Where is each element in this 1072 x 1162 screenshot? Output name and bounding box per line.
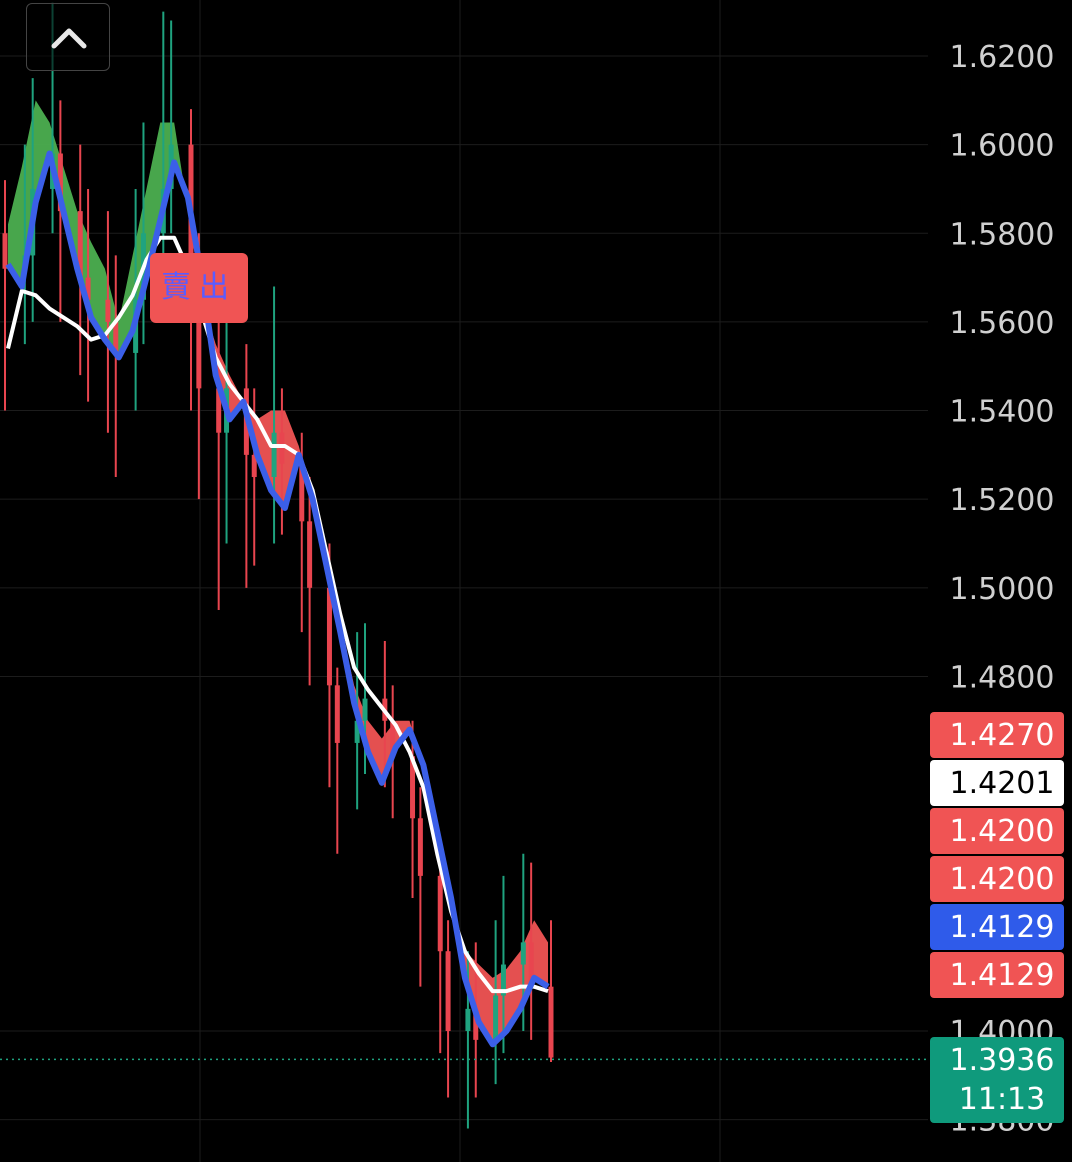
candle-body [57,153,63,212]
countdown-label: 11:13 [959,1082,1045,1117]
candle-body [307,521,313,588]
price-badge-label: 1.4201 [950,766,1055,801]
candle-body [271,432,277,478]
candle-body [216,388,222,433]
candle-body [362,698,368,721]
candle-body [493,995,499,1040]
last-price-label: 1.3936 [950,1043,1055,1078]
price-badge-label: 1.4129 [950,910,1055,945]
sell-signal-tag: 賣出 [150,253,248,323]
candle-body [548,986,554,1058]
y-tick-label: 1.6000 [950,129,1055,164]
candle-body [113,321,119,353]
candle-body [251,454,257,478]
chevron-up-icon [51,28,87,49]
candle-body [279,432,285,464]
price-badge-label: 1.4200 [950,862,1055,897]
candle-body [105,299,111,322]
candle-body [2,233,8,269]
y-tick-label: 1.5000 [950,572,1055,607]
y-tick-label: 1.5600 [950,306,1055,341]
price-badge-label: 1.4270 [950,718,1055,753]
price-badge [930,904,1064,950]
candle-body [417,818,423,876]
candle-body [85,277,91,300]
candle-body [437,875,443,952]
y-tick-label: 1.4800 [950,660,1055,695]
y-tick-label: 1.5400 [950,395,1055,430]
collapse-button[interactable] [26,3,110,71]
candle-body [528,942,534,987]
price-badge [930,808,1064,854]
band-down [188,197,548,1045]
price-badge [930,952,1064,998]
price-badge-label: 1.4129 [950,958,1055,993]
candle-body [410,756,416,819]
price-badge [930,712,1064,758]
candle-body [500,964,506,996]
candle-body [520,942,526,965]
candle-body [445,951,451,1031]
price-badge [930,856,1064,902]
candle-body [334,685,340,743]
y-tick-label: 1.6200 [950,40,1055,75]
y-tick-label: 1.5200 [950,483,1055,518]
candle-body [473,1008,479,1040]
candle-body [326,587,332,686]
price-badge-label: 1.4200 [950,814,1055,849]
price-badge [930,760,1064,806]
candle-body [354,720,360,743]
y-tick-label: 1.5800 [950,217,1055,252]
candle-body [465,1008,471,1031]
last-price-badge [930,1037,1064,1123]
candle-body [77,211,83,278]
candle-body [299,463,305,522]
candle-body [390,720,396,757]
blue-ma-line [5,150,550,1048]
